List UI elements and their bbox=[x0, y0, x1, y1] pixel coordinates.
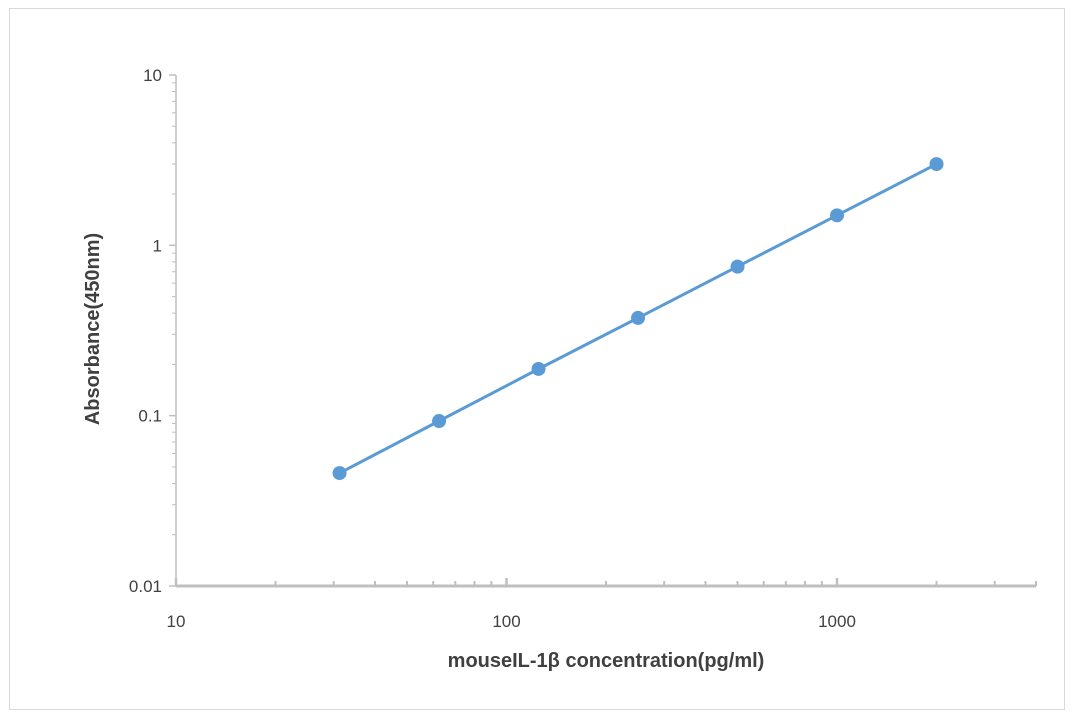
data-point bbox=[930, 157, 944, 171]
data-point bbox=[532, 362, 546, 376]
y-axis-title: Absorbance(450nm) bbox=[82, 233, 104, 425]
series-layer bbox=[333, 157, 944, 480]
x-tick-label: 1000 bbox=[818, 612, 856, 631]
data-point bbox=[631, 311, 645, 325]
x-axis: 10 100 1000 bbox=[167, 578, 1036, 631]
y-tick-label: 1 bbox=[153, 236, 162, 255]
data-point bbox=[333, 466, 347, 480]
y-axis: 0.01 0.1 1 10 bbox=[129, 66, 176, 596]
data-point bbox=[830, 208, 844, 222]
y-tick-label: 10 bbox=[143, 66, 162, 85]
data-point bbox=[432, 414, 446, 428]
x-axis-title: mouseIL-1β concentration(pg/ml) bbox=[448, 650, 765, 672]
x-tick-label: 100 bbox=[492, 612, 520, 631]
x-tick-label: 10 bbox=[167, 612, 186, 631]
data-point bbox=[731, 260, 745, 274]
y-tick-label: 0.1 bbox=[138, 407, 162, 426]
y-tick-label: 0.01 bbox=[129, 577, 162, 596]
